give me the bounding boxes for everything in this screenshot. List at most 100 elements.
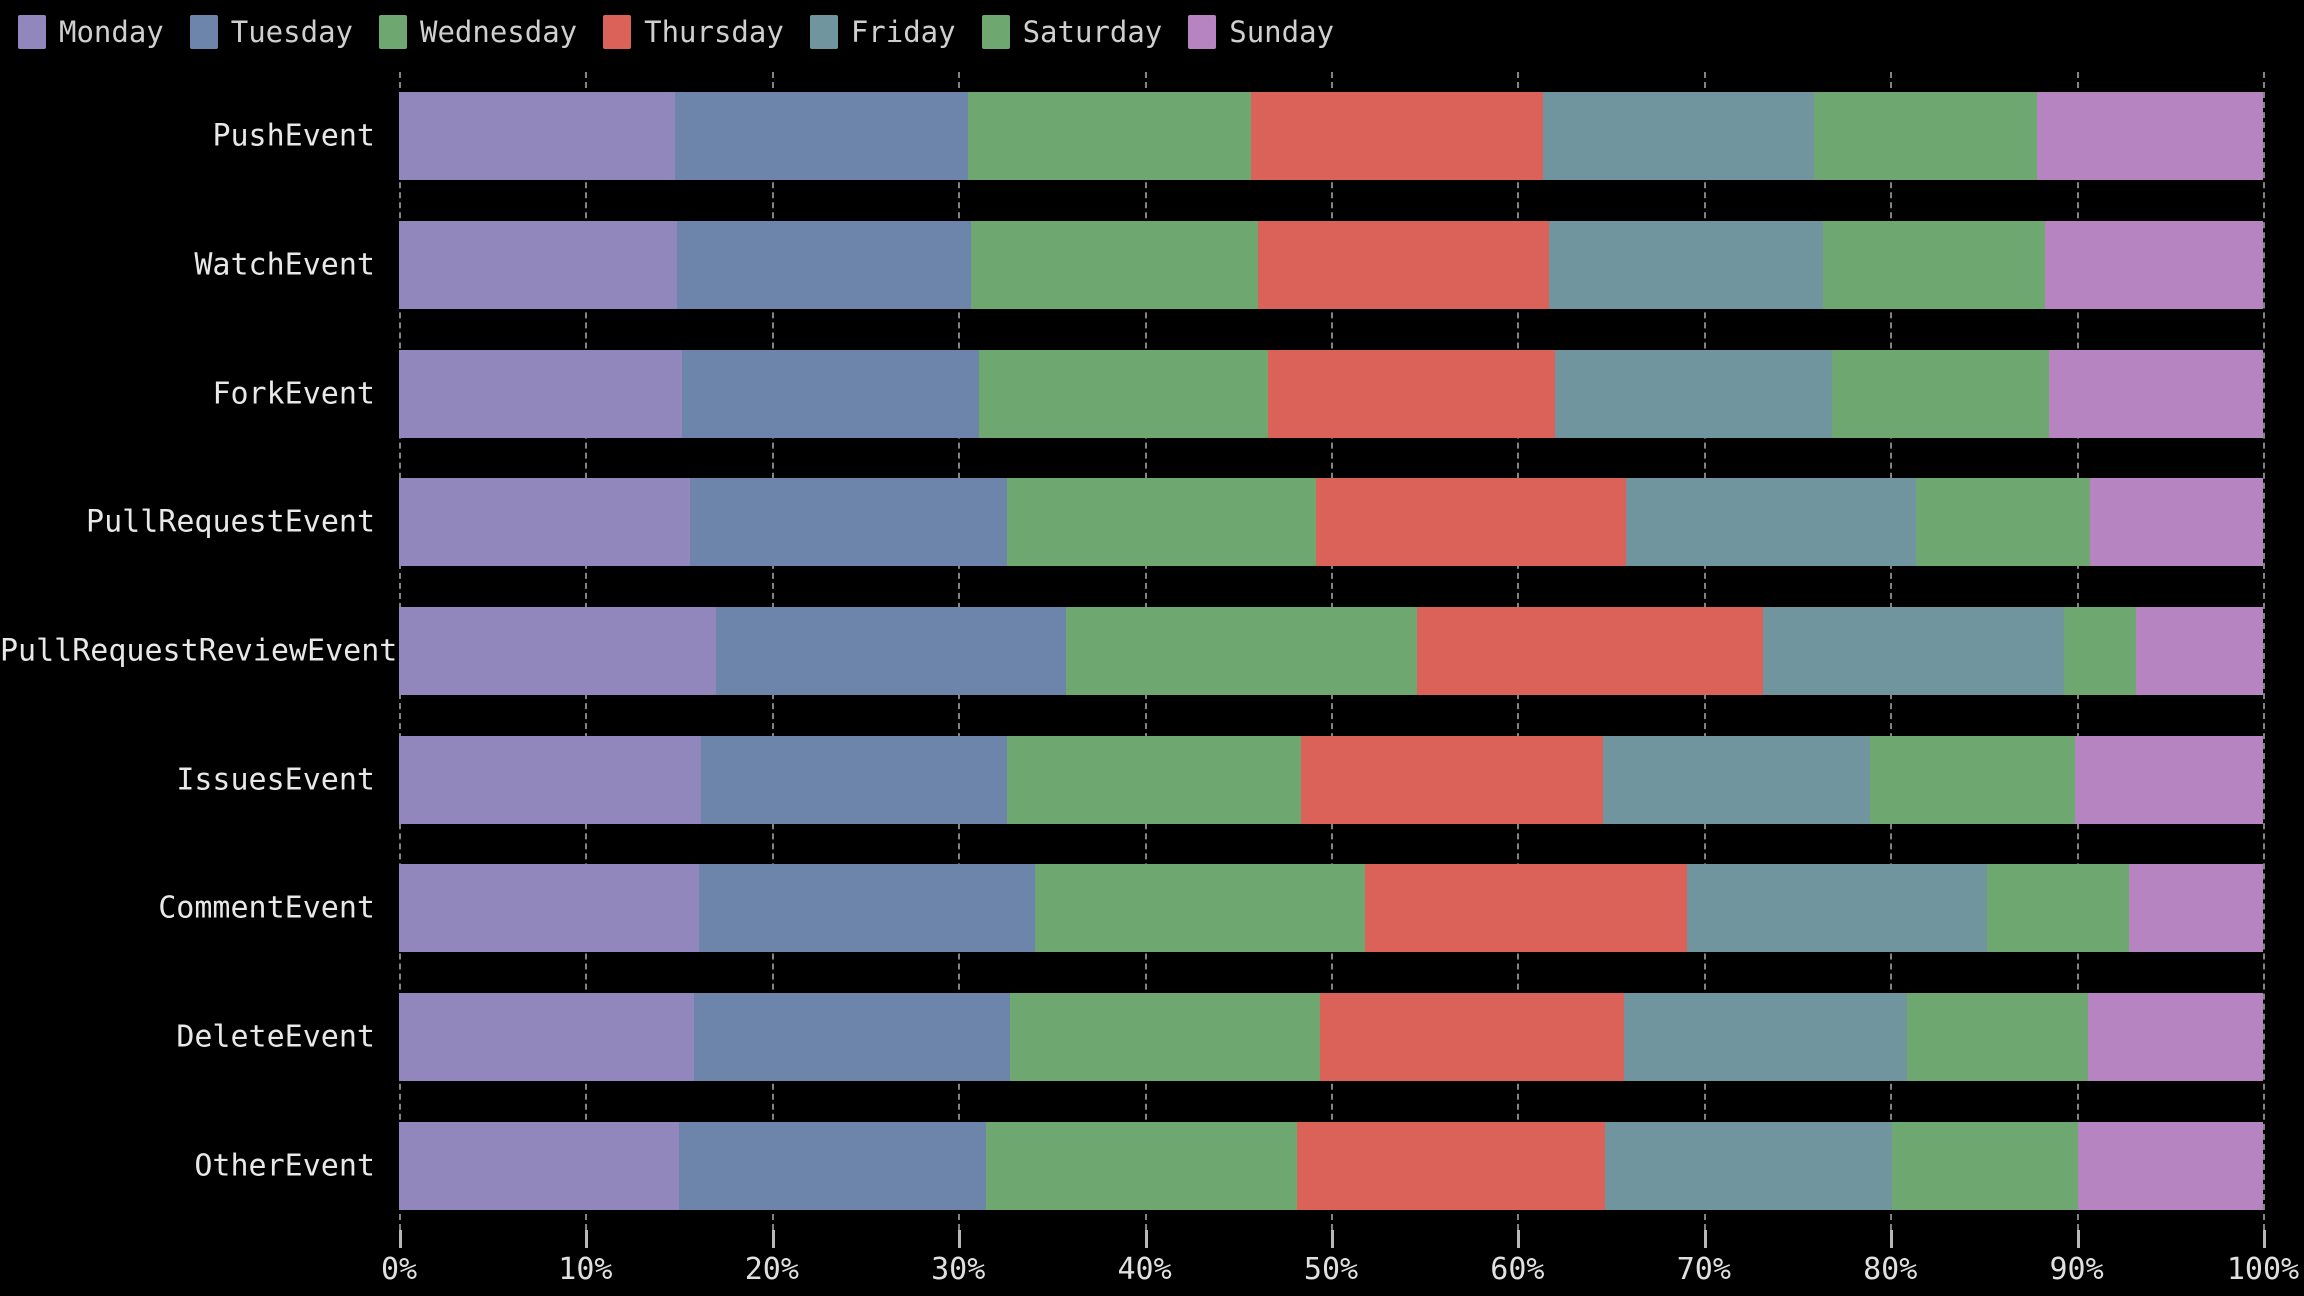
legend-item[interactable]: Saturday bbox=[981, 15, 1163, 49]
y-axis-tick-label: WatchEvent bbox=[194, 247, 375, 283]
legend-item[interactable]: Sunday bbox=[1188, 15, 1334, 49]
bar-segment[interactable] bbox=[399, 478, 690, 567]
bar-segment[interactable] bbox=[1006, 478, 1317, 567]
bar-segment[interactable] bbox=[1625, 478, 1917, 567]
bar-segment[interactable] bbox=[399, 221, 677, 309]
y-axis-tick-label: PullRequestReviewEvent bbox=[0, 633, 398, 669]
y-axis-tick-label: CommentEvent bbox=[158, 890, 375, 926]
bar-segment[interactable] bbox=[986, 1121, 1298, 1210]
bar-segment[interactable] bbox=[1987, 864, 2129, 953]
bar-row[interactable] bbox=[399, 221, 2263, 309]
bar-segment[interactable] bbox=[399, 92, 675, 181]
bar-segment[interactable] bbox=[2087, 993, 2263, 1081]
bar-segment[interactable] bbox=[1267, 349, 1555, 438]
bar-segment[interactable] bbox=[693, 993, 1011, 1081]
bar-row[interactable] bbox=[399, 92, 2263, 181]
bar-segment[interactable] bbox=[1010, 993, 1320, 1081]
x-axis-tick-mark bbox=[1890, 1230, 1894, 1248]
bar-segment[interactable] bbox=[1892, 1121, 2079, 1210]
legend-label: Saturday bbox=[1022, 15, 1163, 49]
legend-label: Sunday bbox=[1229, 15, 1335, 49]
bar-segment[interactable] bbox=[1623, 993, 1907, 1081]
bar-segment[interactable] bbox=[1297, 1121, 1605, 1210]
bar-segment[interactable] bbox=[1832, 349, 2049, 438]
bar-segment[interactable] bbox=[682, 349, 979, 438]
bar-segment[interactable] bbox=[674, 92, 968, 181]
bar-segment[interactable] bbox=[676, 221, 972, 309]
bar-segment[interactable] bbox=[1603, 735, 1870, 824]
bar-row[interactable] bbox=[399, 1121, 2263, 1210]
bar-row[interactable] bbox=[399, 735, 2263, 824]
bar-row[interactable] bbox=[399, 478, 2263, 567]
bar-segment[interactable] bbox=[699, 864, 1035, 953]
x-axis-tick-mark bbox=[1517, 1230, 1521, 1248]
bar-segment[interactable] bbox=[399, 1121, 679, 1210]
bar-segment[interactable] bbox=[1813, 92, 2038, 181]
bar-segment[interactable] bbox=[689, 478, 1007, 567]
bar-segment[interactable] bbox=[1763, 607, 2064, 695]
bar-segment[interactable] bbox=[1316, 478, 1626, 567]
x-axis-tick-label: 10% bbox=[558, 1252, 613, 1287]
bar-segment[interactable] bbox=[715, 607, 1067, 695]
bar-segment[interactable] bbox=[2037, 92, 2263, 181]
bar-segment[interactable] bbox=[2078, 1121, 2263, 1210]
bar-segment[interactable] bbox=[1869, 735, 2075, 824]
bar-segment[interactable] bbox=[1364, 864, 1687, 953]
bar-segment[interactable] bbox=[1416, 607, 1764, 695]
bar-segment[interactable] bbox=[678, 1121, 987, 1210]
y-axis-tick-label: PushEvent bbox=[212, 118, 375, 154]
bar-segment[interactable] bbox=[399, 607, 716, 695]
legend-swatch-icon bbox=[809, 15, 838, 49]
bar-segment[interactable] bbox=[1554, 349, 1833, 438]
bar-segment[interactable] bbox=[2063, 607, 2137, 695]
bar-segment[interactable] bbox=[2044, 221, 2263, 309]
bar-row[interactable] bbox=[399, 349, 2263, 438]
legend-item[interactable]: Friday bbox=[809, 15, 956, 49]
bar-segment[interactable] bbox=[1034, 864, 1365, 953]
bar-segment[interactable] bbox=[971, 221, 1259, 309]
bar-segment[interactable] bbox=[1549, 221, 1824, 309]
bar-row[interactable] bbox=[399, 607, 2263, 695]
bar-row[interactable] bbox=[399, 993, 2263, 1081]
legend-item[interactable]: Wednesday bbox=[378, 15, 577, 49]
bar-segment[interactable] bbox=[399, 735, 701, 824]
bar-segment[interactable] bbox=[1250, 92, 1544, 181]
bar-segment[interactable] bbox=[1066, 607, 1417, 695]
bar-segment[interactable] bbox=[1823, 221, 2045, 309]
x-axis-tick-label: 60% bbox=[1490, 1252, 1545, 1287]
bar-segment[interactable] bbox=[1906, 993, 2088, 1081]
y-axis-tick-label: PullRequestEvent bbox=[86, 504, 375, 540]
bar-segment[interactable] bbox=[2074, 735, 2263, 824]
bar-segment[interactable] bbox=[978, 349, 1268, 438]
legend-item[interactable]: Tuesday bbox=[189, 15, 353, 49]
bar-segment[interactable] bbox=[1301, 735, 1604, 824]
legend-swatch-icon bbox=[981, 15, 1010, 49]
x-axis-tick-label: 30% bbox=[931, 1252, 986, 1287]
bar-segment[interactable] bbox=[2136, 607, 2263, 695]
bar-segment[interactable] bbox=[399, 993, 694, 1081]
bar-segment[interactable] bbox=[1687, 864, 1988, 953]
bar-segment[interactable] bbox=[1258, 221, 1550, 309]
legend-item[interactable]: Monday bbox=[18, 15, 164, 49]
bar-segment[interactable] bbox=[1604, 1121, 1893, 1210]
y-axis-tick-label: IssuesEvent bbox=[176, 762, 375, 798]
bar-segment[interactable] bbox=[1006, 735, 1302, 824]
bar-segment[interactable] bbox=[700, 735, 1007, 824]
bar-segment[interactable] bbox=[1543, 92, 1814, 181]
bar-segment[interactable] bbox=[1916, 478, 2090, 567]
y-axis-tick-label: OtherEvent bbox=[194, 1148, 375, 1184]
bar-segment[interactable] bbox=[1319, 993, 1624, 1081]
y-axis-labels: PushEvent WatchEvent ForkEvent PullRequestE… bbox=[0, 72, 398, 1230]
bar-row[interactable] bbox=[399, 864, 2263, 953]
bar-segment[interactable] bbox=[399, 864, 700, 953]
bar-segment[interactable] bbox=[2089, 478, 2263, 567]
x-axis-tick-mark bbox=[1331, 1230, 1334, 1248]
legend-item[interactable]: Thursday bbox=[603, 15, 784, 49]
x-axis-tick-mark bbox=[2076, 1230, 2080, 1248]
bar-segment[interactable] bbox=[967, 92, 1251, 181]
x-axis-tick-label: 100% bbox=[2226, 1252, 2300, 1287]
bar-segment[interactable] bbox=[2128, 864, 2263, 953]
bar-segment[interactable] bbox=[2048, 349, 2263, 438]
x-axis-tick-mark bbox=[771, 1230, 775, 1248]
bar-segment[interactable] bbox=[399, 349, 683, 438]
